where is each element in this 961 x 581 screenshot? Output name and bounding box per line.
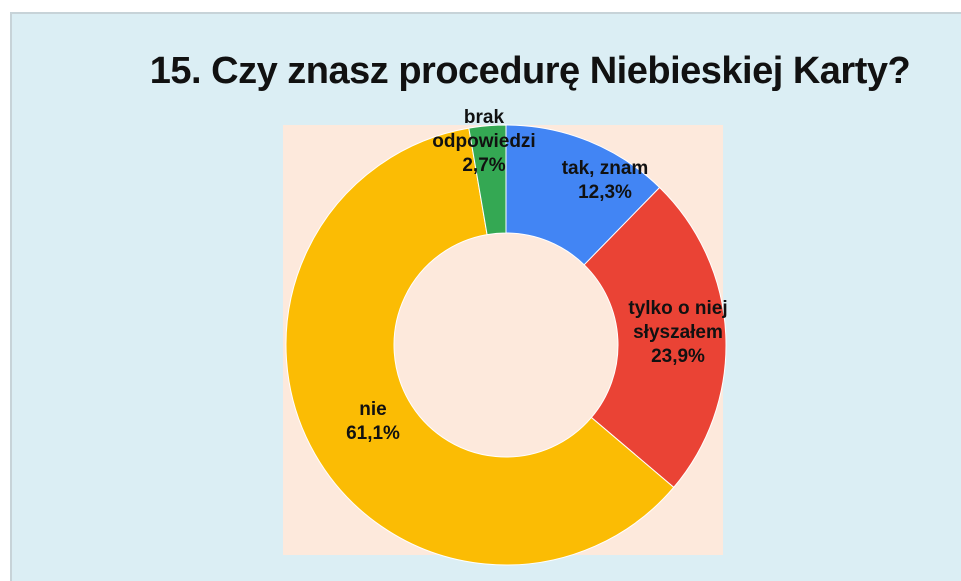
slice-label: brak odpowiedzi 2,7% [424, 106, 544, 178]
donut-slice [468, 124, 507, 236]
slice-label: nie 61,1% [333, 398, 413, 446]
category-label: tylko o niej słyszałem [628, 298, 728, 343]
donut-slice [285, 127, 675, 566]
value-label: 2,7% [462, 155, 506, 176]
category-label: tak, znam [561, 158, 649, 179]
value-label: 61,1% [346, 423, 400, 444]
value-label: 12,3% [578, 182, 632, 203]
chart-title: 15. Czy znasz procedurę Niebieskiej Kart… [149, 50, 911, 92]
category-label: brak odpowiedzi [432, 107, 536, 152]
donut-slice [583, 186, 727, 489]
slice-label: tak, znam 12,3% [535, 157, 675, 205]
value-label: 23,9% [651, 346, 705, 367]
slice-label: tylko o niej słyszałem 23,9% [603, 297, 753, 369]
category-label: nie [359, 399, 387, 420]
